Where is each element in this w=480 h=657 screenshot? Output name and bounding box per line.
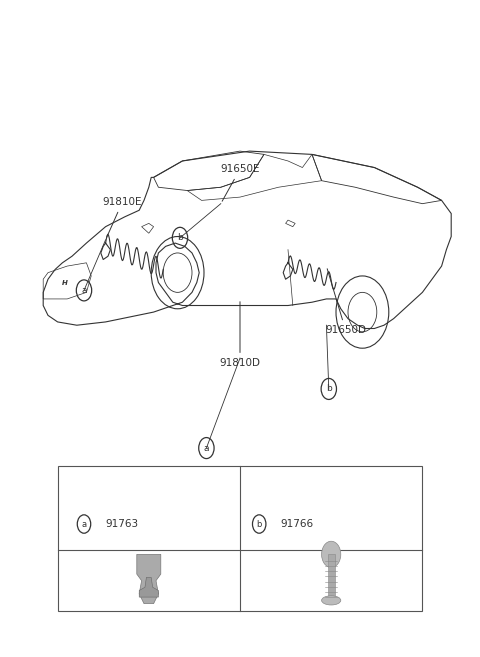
- Text: b: b: [177, 233, 183, 242]
- Ellipse shape: [322, 596, 341, 605]
- Text: b: b: [256, 520, 262, 528]
- Text: H: H: [62, 279, 68, 286]
- Text: 91810E: 91810E: [103, 197, 142, 237]
- Text: 91650D: 91650D: [325, 269, 366, 335]
- Polygon shape: [137, 555, 161, 604]
- Text: 91766: 91766: [281, 519, 314, 529]
- Text: 91650E: 91650E: [220, 164, 260, 201]
- Text: a: a: [82, 520, 86, 528]
- Text: 91763: 91763: [106, 519, 139, 529]
- Circle shape: [322, 541, 341, 568]
- Text: a: a: [204, 443, 209, 453]
- Text: b: b: [326, 384, 332, 394]
- Text: a: a: [81, 286, 87, 295]
- Text: 91810D: 91810D: [219, 302, 261, 368]
- Polygon shape: [328, 555, 335, 600]
- Polygon shape: [139, 578, 158, 597]
